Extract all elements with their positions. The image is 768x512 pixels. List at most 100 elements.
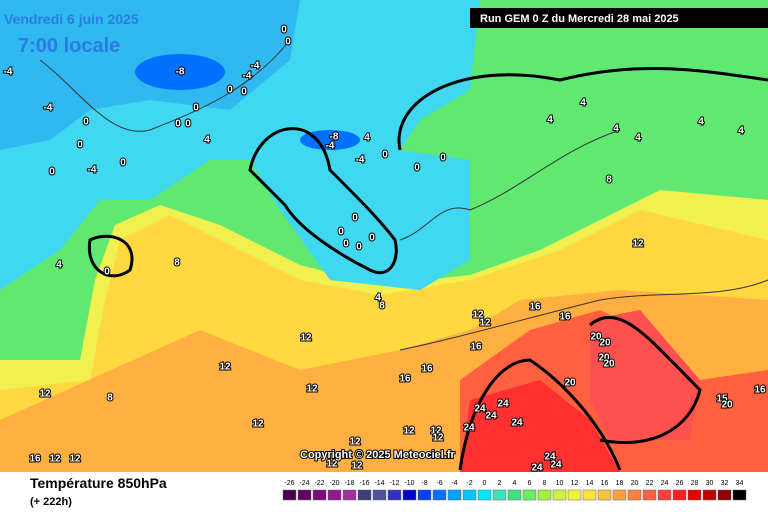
scale-label: -12 — [389, 480, 399, 487]
contour-label: 24 — [550, 460, 562, 471]
contour-label: 4 — [547, 115, 553, 126]
scale-label: -20 — [329, 480, 339, 487]
scale-swatch — [672, 489, 687, 501]
contour-label: 4 — [613, 124, 619, 135]
scale-label: 2 — [498, 480, 502, 487]
contour-label: 20 — [721, 400, 733, 411]
contour-label: 24 — [463, 423, 475, 434]
scale-label: 20 — [631, 480, 639, 487]
contour-label: 0 — [83, 117, 89, 128]
scale-swatch — [297, 489, 312, 501]
contour-label: -8 — [330, 132, 339, 143]
scale-swatch — [492, 489, 507, 501]
contour-label: 16 — [399, 374, 411, 385]
contour-label: 20 — [603, 359, 615, 370]
contour-label: 8 — [174, 258, 180, 269]
contour-label: 0 — [241, 87, 247, 98]
scale-label: 4 — [513, 480, 517, 487]
contour-label: 24 — [531, 463, 543, 474]
scale-label: -10 — [404, 480, 414, 487]
run-banner — [470, 8, 768, 28]
scale-label: 6 — [528, 480, 532, 487]
contour-label: 16 — [754, 385, 766, 396]
scale-label: 18 — [616, 480, 624, 487]
contour-label: 0 — [440, 153, 446, 164]
isotherm — [87, 234, 134, 278]
scale-swatch — [597, 489, 612, 501]
scale-swatch — [462, 489, 477, 501]
color-scale: -26 -24 -22 -20 -18 -16 -14 -12 -10 -8 -6 -4 -2 0 2 4 6 8… — [282, 480, 747, 501]
scale-swatch — [582, 489, 597, 501]
scale-swatch — [687, 489, 702, 501]
contour-label: 0 — [343, 239, 349, 250]
contour-label: 12 — [49, 454, 61, 465]
contour-label: 0 — [356, 242, 362, 253]
scale-label: -18 — [344, 480, 354, 487]
scale-swatch — [312, 489, 327, 501]
scale-label: -4 — [451, 480, 457, 487]
contour-label: -4 — [44, 103, 53, 114]
scale-swatch — [567, 489, 582, 501]
contour-label: 20 — [564, 378, 576, 389]
contour-label: 4 — [738, 126, 744, 137]
scale-swatch — [522, 489, 537, 501]
scale-label: -26 — [284, 480, 294, 487]
contour-label: 24 — [485, 411, 497, 422]
contour-label: 8 — [606, 175, 612, 186]
scale-label: 34 — [736, 480, 744, 487]
contour-label: 12 — [430, 426, 442, 437]
contour-label: 24 — [544, 452, 556, 463]
contour-label: -4 — [326, 141, 335, 152]
contour-label: 12 — [472, 310, 484, 321]
scale-label: -6 — [436, 480, 442, 487]
scale-swatch — [402, 489, 417, 501]
scale-swatch — [537, 489, 552, 501]
contour-label: 16 — [29, 454, 41, 465]
scale-label: 22 — [646, 480, 654, 487]
isotherm — [589, 315, 702, 445]
coastline — [39, 39, 768, 351]
contour-label: 0 — [49, 167, 55, 178]
scale-label: 28 — [691, 480, 699, 487]
scale-label: -2 — [466, 480, 472, 487]
scale-swatch — [327, 489, 342, 501]
scale-swatch — [282, 489, 297, 501]
scale-swatch — [447, 489, 462, 501]
hot-core — [590, 310, 700, 440]
isotherm — [397, 66, 768, 151]
date-title: Vendredi 6 juin 2025 — [4, 11, 139, 27]
scale-swatch — [627, 489, 642, 501]
copyright: Copyright © 2025 Meteociel.fr — [300, 449, 456, 461]
scale-swatch — [477, 489, 492, 501]
contour-label: -4 — [243, 71, 252, 82]
scale-swatch — [417, 489, 432, 501]
scale-label: 12 — [571, 480, 579, 487]
contour-label: 8 — [107, 393, 113, 404]
contour-label: 0 — [227, 85, 233, 96]
scale-label: -22 — [314, 480, 324, 487]
scale-swatch — [507, 489, 522, 501]
scale-label: -14 — [374, 480, 384, 487]
contour-label: 0 — [77, 140, 83, 151]
contour-label: 16 — [470, 342, 482, 353]
isotherm — [248, 127, 398, 275]
contour-label: 12 — [306, 384, 318, 395]
contour-label: 4 — [635, 133, 641, 144]
scale-label: 0 — [483, 480, 487, 487]
scale-swatch — [342, 489, 357, 501]
contour-label: 12 — [69, 454, 81, 465]
scale-label: -24 — [299, 480, 309, 487]
scale-label: -16 — [359, 480, 369, 487]
scale-swatch — [732, 489, 747, 501]
time-title: 7:00 locale — [18, 35, 120, 57]
map — [0, 0, 768, 472]
contour-label: 20 — [598, 353, 610, 364]
contour-label: 8 — [379, 301, 385, 312]
hotter-zone — [460, 380, 620, 472]
contour-label: -4 — [4, 67, 13, 78]
contour-label: -4 — [251, 61, 260, 72]
contour-label: 4 — [580, 98, 586, 109]
scale-label: 8 — [543, 480, 547, 487]
contour-label: -8 — [176, 67, 185, 78]
